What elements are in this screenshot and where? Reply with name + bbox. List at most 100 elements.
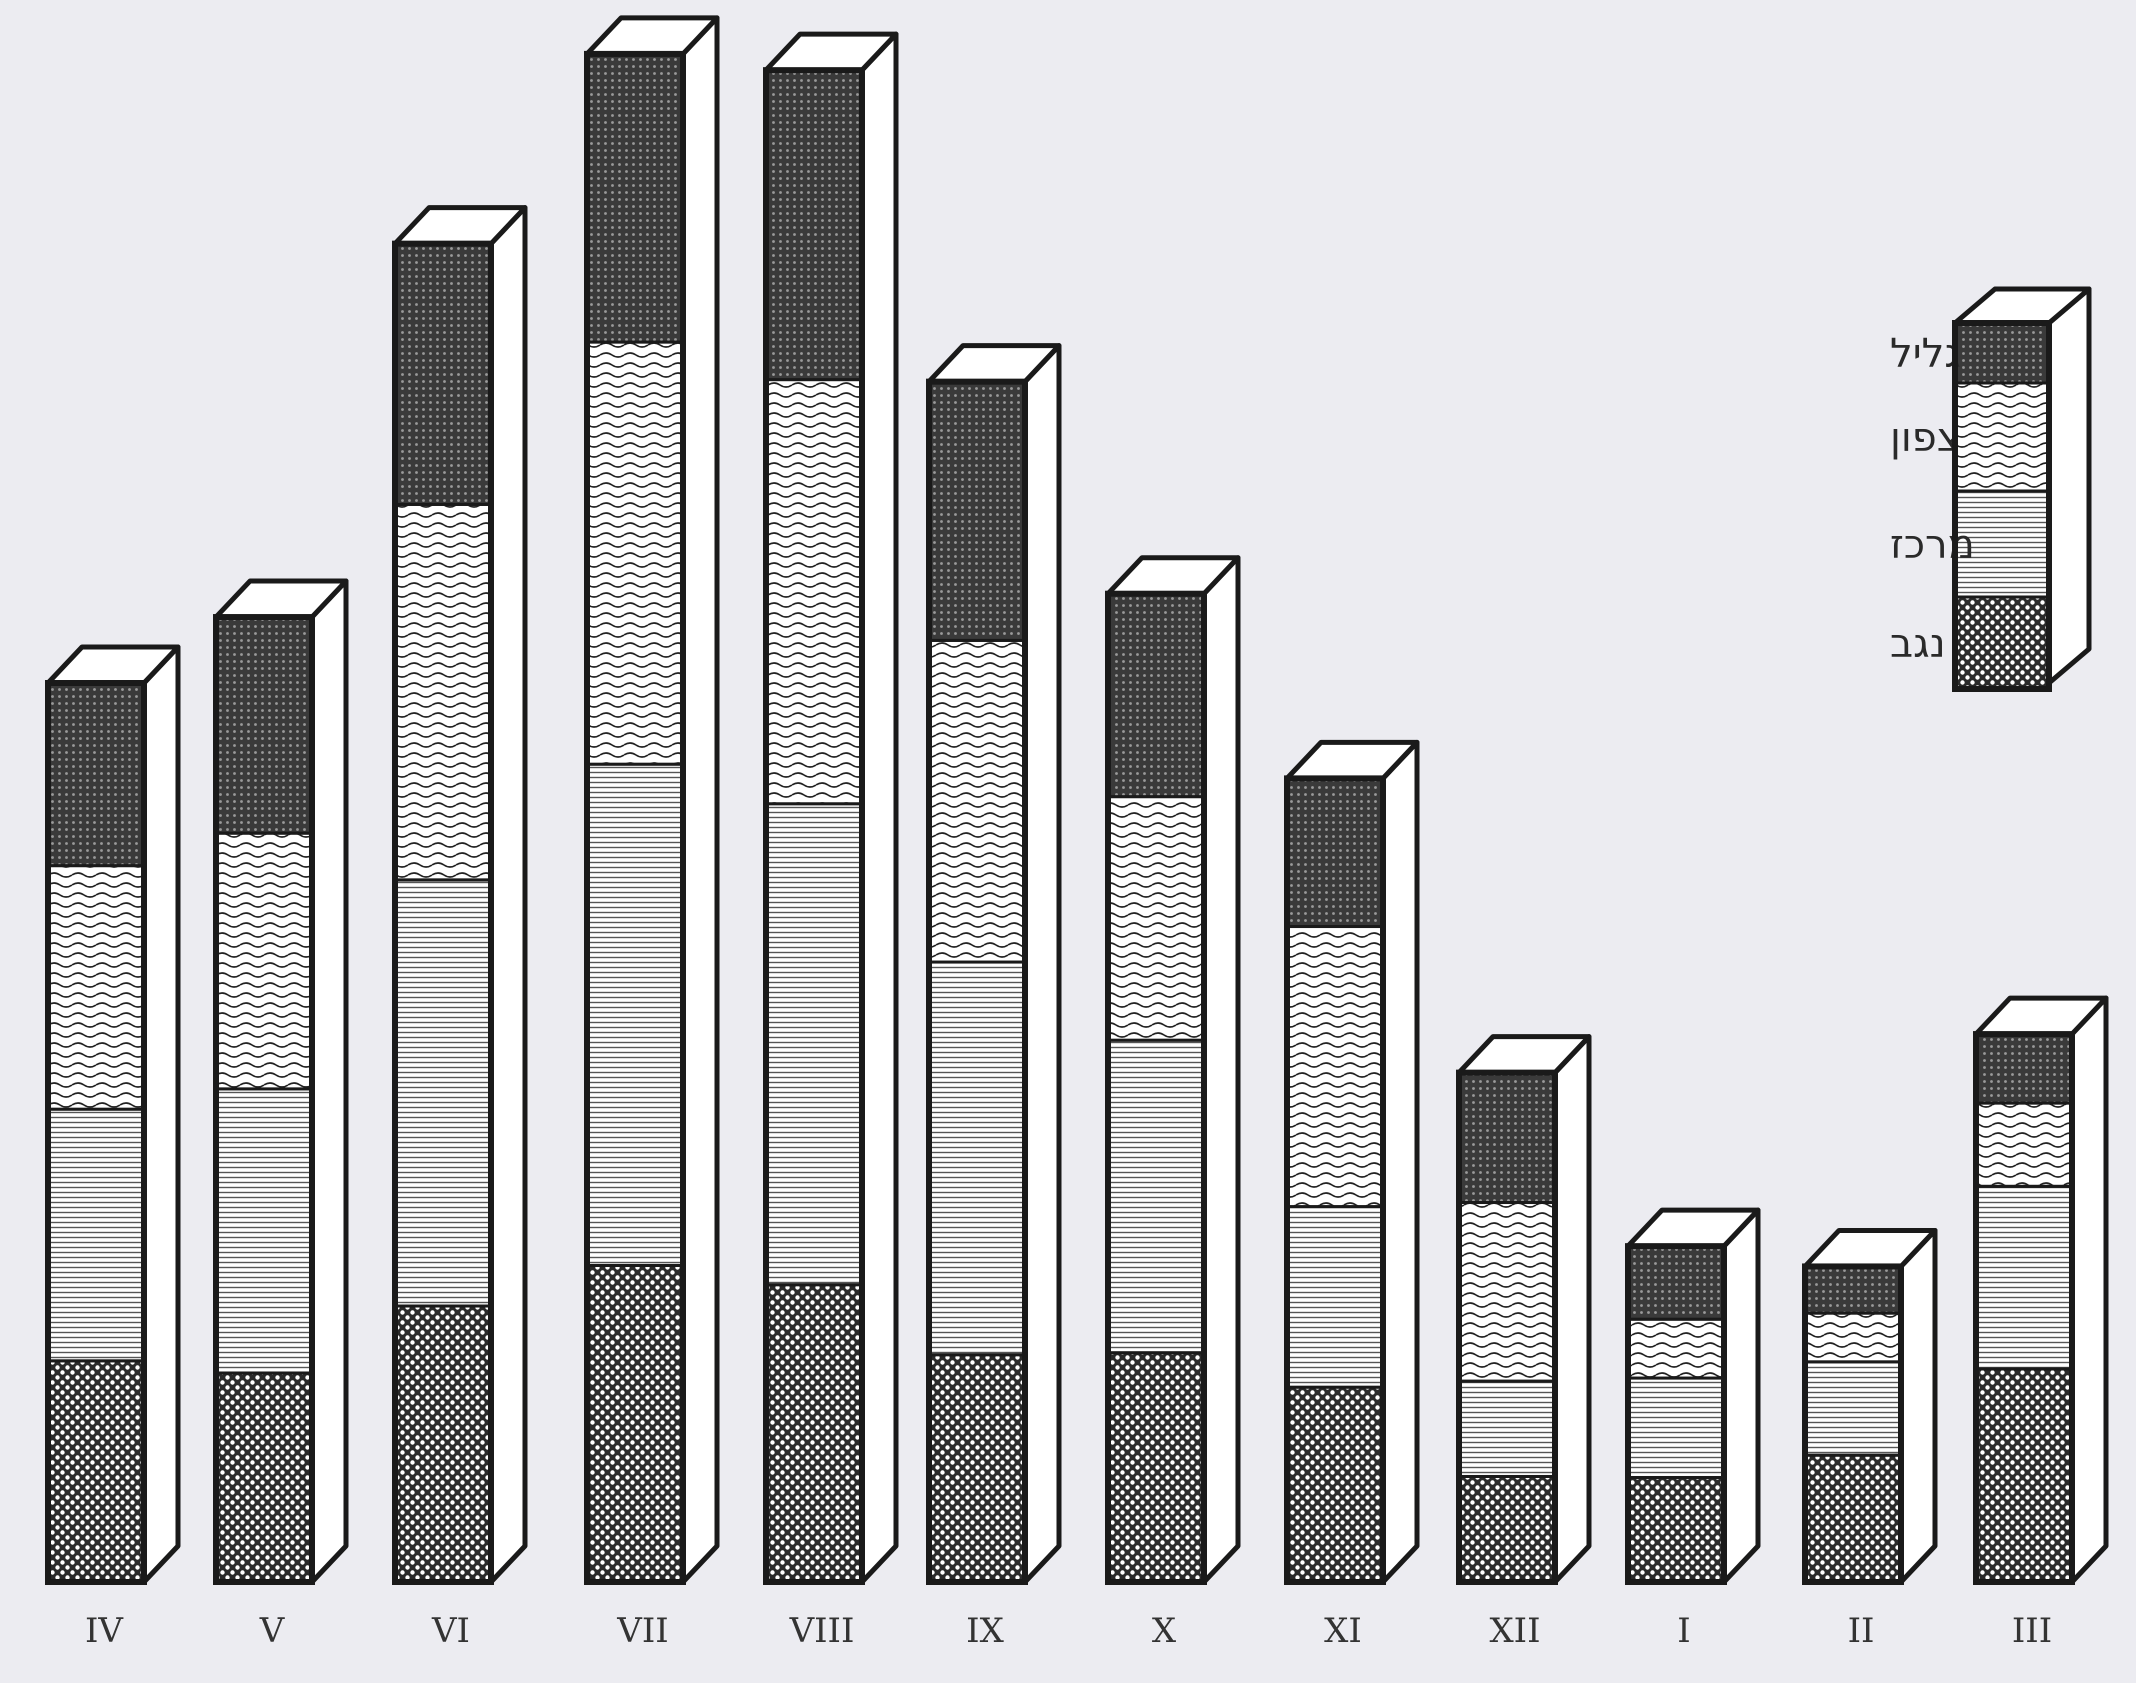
- segment-waves: [585, 340, 685, 766]
- segment-dark-crosshatch: [1285, 776, 1385, 929]
- segment-dots: [46, 1359, 146, 1584]
- bar-front-outline: [1625, 1243, 1727, 1586]
- segment-horizontal-lines: [1974, 1184, 2074, 1371]
- segment-horizontal-lines: [927, 960, 1027, 1357]
- bar-front-outline: [1105, 590, 1207, 1585]
- month-label: V: [259, 1611, 286, 1651]
- bar-II: [1802, 1227, 1938, 1586]
- bar-side-face: [488, 205, 528, 1585]
- bar-XI: [1284, 739, 1420, 1585]
- segment-waves: [927, 638, 1027, 964]
- legend-swatch-dots: [1953, 595, 2051, 691]
- segment-waves: [1285, 925, 1385, 1209]
- legend-swatch-horizontal-lines: [1953, 489, 2051, 599]
- month-label: VI: [431, 1611, 470, 1651]
- bar-front-outline: [45, 680, 147, 1585]
- month-label: X: [1152, 1611, 1177, 1651]
- segment-waves: [1626, 1317, 1726, 1380]
- bar-front-outline: [1973, 1031, 2075, 1585]
- bar-front-outline: [584, 50, 686, 1586]
- month-label: III: [2012, 1611, 2052, 1651]
- segment-dots: [1626, 1475, 1726, 1584]
- bar-VII: [584, 15, 720, 1586]
- bar-front-outline: [213, 614, 315, 1585]
- bar-front-outline: [763, 67, 865, 1586]
- segment-dark-crosshatch: [927, 380, 1027, 642]
- bar-front-outline: [1284, 775, 1386, 1585]
- bar-side-face: [1721, 1207, 1761, 1585]
- bar-VIII: [763, 31, 899, 1586]
- bar-X: [1105, 555, 1241, 1585]
- bar-III: [1973, 995, 2109, 1585]
- bar-XII: [1456, 1034, 1592, 1585]
- bar-front-outline: [1456, 1069, 1558, 1585]
- legend-outline: [1952, 320, 2052, 692]
- segment-waves: [1974, 1101, 2074, 1188]
- segment-waves: [214, 831, 314, 1091]
- segment-waves: [1803, 1311, 1903, 1364]
- segment-dots: [764, 1283, 864, 1584]
- segment-dark-crosshatch: [1106, 592, 1206, 799]
- segment-dots: [1803, 1453, 1903, 1584]
- legend-label: מרכז: [1890, 522, 1975, 568]
- segment-dark-crosshatch: [46, 681, 146, 868]
- segment-horizontal-lines: [1803, 1360, 1903, 1457]
- month-labels: IV V VI VII VIII IX X XI XII I II III: [85, 1611, 2052, 1651]
- segment-dark-crosshatch: [585, 52, 685, 344]
- month-label: II: [1848, 1611, 1875, 1651]
- segment-dots: [1285, 1385, 1385, 1584]
- bar-side-face: [309, 578, 349, 1585]
- segment-dark-crosshatch: [1626, 1244, 1726, 1321]
- segment-waves: [46, 864, 146, 1111]
- segment-dark-crosshatch: [1974, 1032, 2074, 1105]
- segment-waves: [1457, 1201, 1557, 1383]
- segment-dots: [393, 1304, 493, 1584]
- bar-side-face: [1552, 1034, 1592, 1585]
- segment-dark-crosshatch: [214, 615, 314, 835]
- legend-label: צפון: [1890, 415, 1961, 461]
- month-label: VII: [616, 1611, 668, 1651]
- segment-dots: [1974, 1367, 2074, 1584]
- bar-VI: [392, 205, 528, 1585]
- legend-swatch-waves: [1953, 381, 2051, 493]
- month-label: XII: [1489, 1611, 1540, 1651]
- segment-horizontal-lines: [1106, 1038, 1206, 1355]
- segment-horizontal-lines: [764, 802, 864, 1287]
- month-label: IV: [85, 1611, 124, 1651]
- bar-side-face: [680, 15, 720, 1585]
- segment-dots: [585, 1263, 685, 1584]
- segment-dark-crosshatch: [764, 68, 864, 382]
- bar-front-outline: [392, 240, 494, 1585]
- bar-side-face: [2069, 995, 2109, 1585]
- segment-dark-crosshatch: [393, 242, 493, 506]
- month-label: I: [1677, 1611, 1690, 1651]
- bar-side-face: [1380, 739, 1420, 1585]
- segment-dots: [1106, 1351, 1206, 1584]
- bar-side-face: [1898, 1227, 1938, 1585]
- segment-waves: [1106, 795, 1206, 1042]
- legend: גליל צפון מרכז נגב: [1890, 286, 2092, 692]
- bar-front-outline: [1802, 1263, 1904, 1586]
- legend-label: נגב: [1890, 621, 1946, 667]
- segment-horizontal-lines: [46, 1107, 146, 1363]
- bar-IV: [45, 644, 181, 1585]
- segment-horizontal-lines: [393, 878, 493, 1308]
- legend-label: גליל: [1890, 331, 1961, 377]
- segment-horizontal-lines: [585, 762, 685, 1267]
- legend-side-face: [2046, 286, 2092, 686]
- segment-dots: [214, 1371, 314, 1584]
- bar-side-face: [1201, 555, 1241, 1585]
- segment-horizontal-lines: [1285, 1205, 1385, 1389]
- bar-V: [213, 578, 349, 1585]
- month-label: VIII: [789, 1611, 855, 1651]
- legend-swatch-dark-crosshatch: [1953, 321, 2051, 385]
- month-label: XI: [1324, 1611, 1362, 1651]
- segment-dark-crosshatch: [1803, 1264, 1903, 1315]
- bar-IX: [926, 343, 1062, 1586]
- segment-horizontal-lines: [214, 1087, 314, 1375]
- segment-waves: [764, 378, 864, 806]
- segment-horizontal-lines: [1626, 1376, 1726, 1479]
- bar-side-face: [1022, 343, 1062, 1585]
- segment-horizontal-lines: [1457, 1379, 1557, 1478]
